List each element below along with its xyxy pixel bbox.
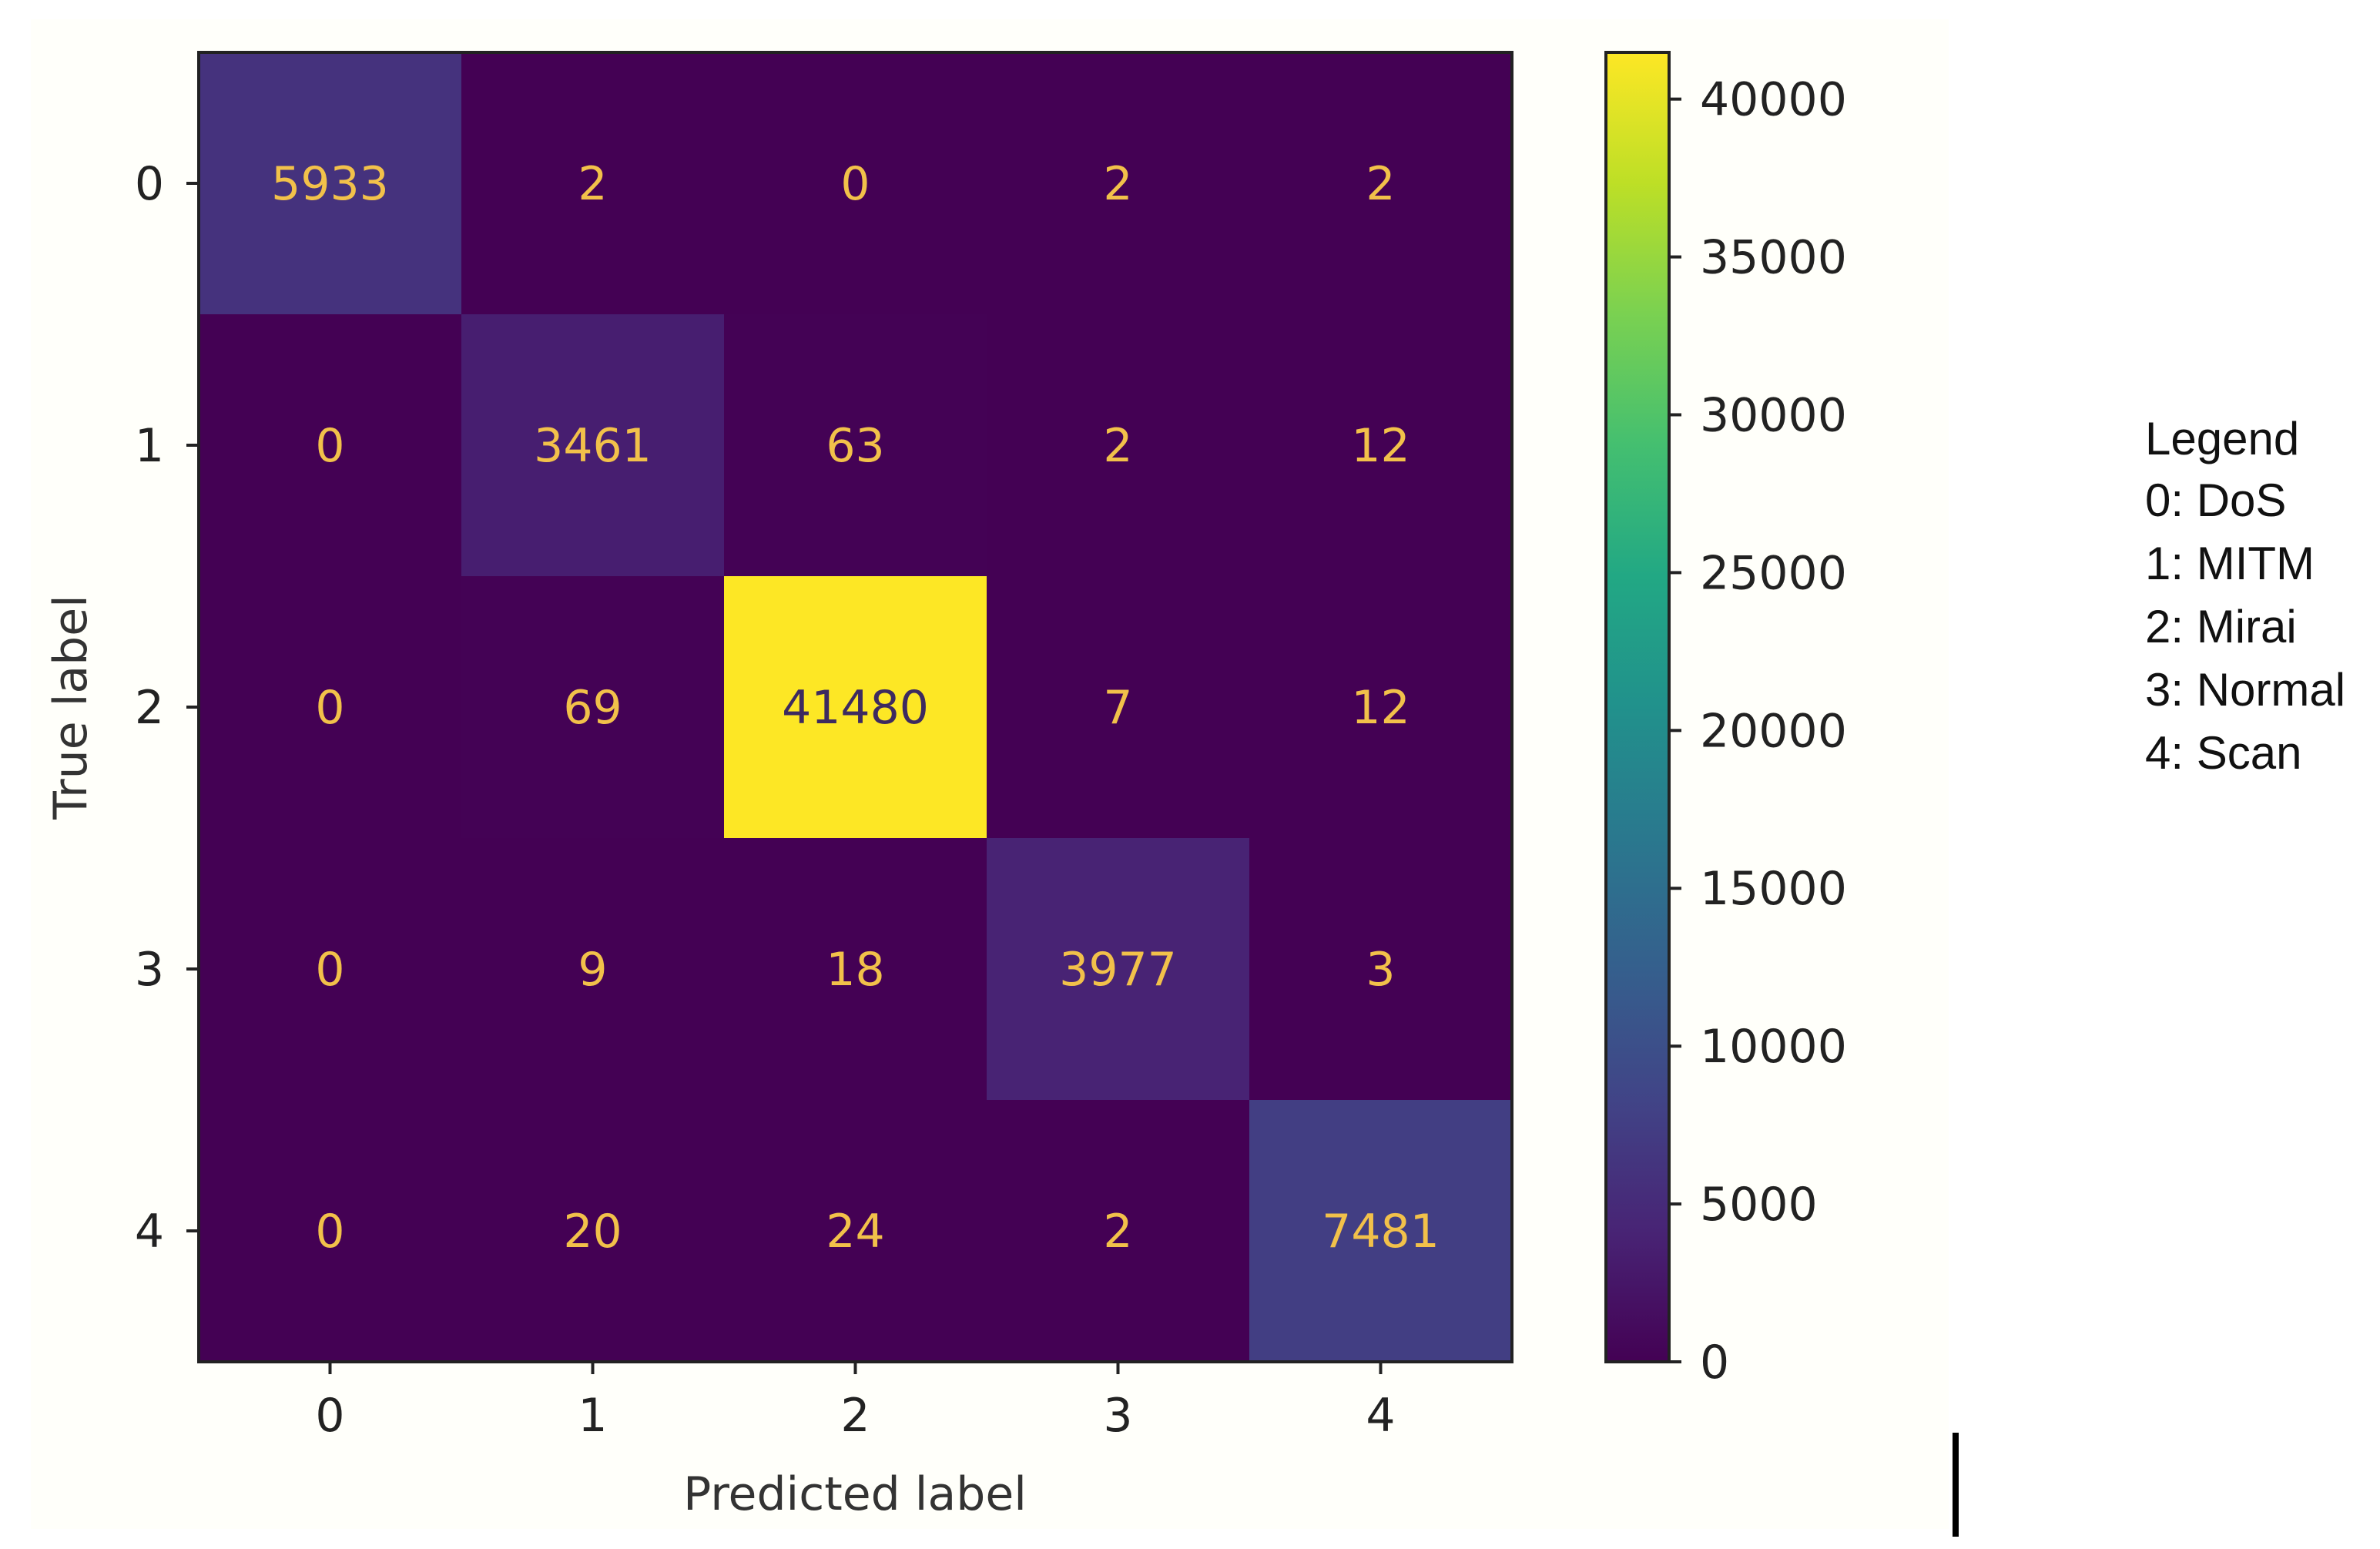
colorbar-tick-label: 15000 — [1700, 862, 1847, 916]
y-tick-label: 1 — [135, 419, 164, 473]
colorbar-tick-label: 0 — [1700, 1336, 1729, 1390]
heatmap-cell — [461, 52, 725, 315]
heatmap-cell — [1249, 52, 1513, 315]
y-axis-label: True label — [44, 595, 98, 820]
cell-value-label: 3 — [1366, 943, 1395, 997]
y-tick-label: 0 — [135, 157, 164, 211]
legend: Legend 0: DoS 1: MITM 2: Mirai 3: Normal… — [2145, 413, 2345, 779]
x-tick-label: 4 — [1366, 1389, 1395, 1443]
cell-value-label: 12 — [1351, 681, 1410, 735]
cell-value-label: 2 — [1103, 1205, 1132, 1259]
cell-value-label: 0 — [315, 943, 344, 997]
heatmap-cell — [461, 576, 725, 839]
cell-value-label: 63 — [826, 419, 884, 473]
colorbar-tick-label: 25000 — [1700, 546, 1847, 600]
heatmap-cell — [199, 52, 462, 315]
heatmap-cells — [199, 52, 1513, 1363]
cell-value-label: 7481 — [1322, 1205, 1440, 1259]
heatmap-cell — [987, 838, 1250, 1101]
cell-value-label: 69 — [563, 681, 622, 735]
heatmap-cell — [1249, 576, 1513, 839]
heatmap-cell — [199, 314, 462, 577]
colorbar-ticks: 0 5000 10000 15000 20000 25000 30000 35000 40000 — [1669, 73, 1847, 1390]
heatmap-cell — [199, 1100, 462, 1363]
legend-item-normal: 3: Normal — [2145, 664, 2345, 716]
cell-value-label: 9 — [578, 943, 607, 997]
y-tick-label: 4 — [135, 1205, 164, 1259]
heatmap-cell — [199, 838, 462, 1101]
cell-value-label: 3461 — [534, 419, 652, 473]
colorbar-tick-label: 30000 — [1700, 388, 1847, 442]
cell-value-label: 3977 — [1059, 943, 1177, 997]
colorbar-tick-label: 20000 — [1700, 704, 1847, 758]
cell-value-label: 7 — [1103, 681, 1132, 735]
heatmap-cell — [724, 1100, 987, 1363]
legend-item-mitm: 1: MITM — [2145, 538, 2315, 589]
cell-value-label: 0 — [315, 1205, 344, 1259]
colorbar-tick-label: 10000 — [1700, 1020, 1847, 1074]
legend-item-dos: 0: DoS — [2145, 474, 2286, 526]
heatmap-cell — [987, 576, 1250, 839]
legend-item-mirai: 2: Mirai — [2145, 601, 2297, 652]
cell-value-label: 2 — [1103, 419, 1132, 473]
colorbar — [1604, 51, 1671, 1363]
text-cursor-mark — [1953, 1433, 1959, 1537]
heatmap-cell — [199, 576, 462, 839]
heatmap-cell — [724, 314, 987, 577]
heatmap-cell — [987, 314, 1250, 577]
cell-value-label: 2 — [1103, 157, 1132, 211]
cell-value-label: 20 — [563, 1205, 622, 1259]
cell-value-label: 24 — [826, 1205, 884, 1259]
heatmap-cell — [461, 1100, 725, 1363]
colorbar-tick-label: 5000 — [1700, 1178, 1818, 1232]
colorbar-tick-label: 40000 — [1700, 73, 1847, 127]
heatmap-cell — [987, 1100, 1250, 1363]
cell-value-label: 12 — [1351, 419, 1410, 473]
heatmap-cell — [724, 576, 987, 839]
cell-value-label: 2 — [1366, 157, 1395, 211]
x-tick-label: 0 — [315, 1389, 344, 1443]
cell-value-label: 0 — [840, 157, 870, 211]
x-axis-label: Predicted label — [683, 1467, 1027, 1521]
y-tick-label: 3 — [135, 943, 164, 997]
heatmap-cell-values: 5933 2 0 2 20 3461 63 2 120 69 41480 7 120 9 18 3977 30 2… — [271, 157, 1440, 1259]
cell-value-label: 2 — [578, 157, 607, 211]
heatmap-cell — [1249, 314, 1513, 577]
legend-title: Legend — [2145, 413, 2299, 464]
x-tick-label: 3 — [1103, 1389, 1132, 1443]
heatmap-cell — [1249, 1100, 1513, 1363]
cell-value-label: 5933 — [271, 157, 389, 211]
cell-value-label: 41480 — [782, 681, 929, 735]
x-tick-label: 1 — [578, 1389, 607, 1443]
x-tick-label: 2 — [840, 1389, 870, 1443]
heatmap-cell — [1249, 838, 1513, 1101]
heatmap-cell — [987, 52, 1250, 315]
colorbar-tick-label: 35000 — [1700, 231, 1847, 285]
heatmap-cell — [461, 314, 725, 577]
cell-value-label: 0 — [315, 681, 344, 735]
cell-value-label: 18 — [826, 943, 884, 997]
x-axis-ticks: 0 1 2 3 4 — [315, 1362, 1396, 1443]
y-tick-label: 2 — [135, 681, 164, 735]
legend-item-scan: 4: Scan — [2145, 727, 2301, 779]
heatmap-cell — [724, 52, 987, 315]
cell-value-label: 0 — [315, 419, 344, 473]
y-axis-ticks: 0 1 2 3 4 — [135, 157, 199, 1259]
heatmap-cell — [724, 838, 987, 1101]
heatmap-cell — [461, 838, 725, 1101]
